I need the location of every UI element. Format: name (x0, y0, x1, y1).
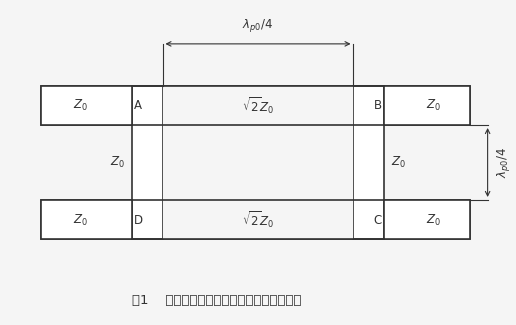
Bar (41, 200, 470, 239)
Bar (353, 86, 384, 239)
Bar (163, 86, 353, 125)
Bar (41, 200, 132, 239)
Text: $\lambda_{p0}/4$: $\lambda_{p0}/4$ (243, 17, 273, 34)
Bar (41, 86, 470, 125)
Bar (384, 200, 470, 239)
Text: B: B (374, 99, 382, 112)
Text: $Z_0$: $Z_0$ (391, 155, 406, 170)
Text: $\lambda_{p0}/4$: $\lambda_{p0}/4$ (495, 147, 512, 178)
Text: C: C (374, 214, 382, 227)
Text: $\sqrt{2}Z_0$: $\sqrt{2}Z_0$ (242, 210, 274, 230)
Text: $Z_0$: $Z_0$ (110, 155, 125, 170)
Text: $Z_0$: $Z_0$ (73, 98, 87, 113)
Text: $Z_0$: $Z_0$ (426, 213, 441, 228)
Text: 图1    传统微带双分支定向耦合器结构示意图: 图1 传统微带双分支定向耦合器结构示意图 (132, 294, 301, 307)
Text: D: D (134, 214, 143, 227)
Bar (163, 125, 353, 200)
Bar (384, 86, 470, 125)
Text: $Z_0$: $Z_0$ (73, 213, 87, 228)
Text: A: A (134, 99, 142, 112)
Text: $Z_0$: $Z_0$ (426, 98, 441, 113)
Bar (132, 86, 163, 239)
Text: $\sqrt{2}Z_0$: $\sqrt{2}Z_0$ (242, 95, 274, 116)
Bar (41, 86, 132, 125)
Bar (163, 200, 353, 239)
